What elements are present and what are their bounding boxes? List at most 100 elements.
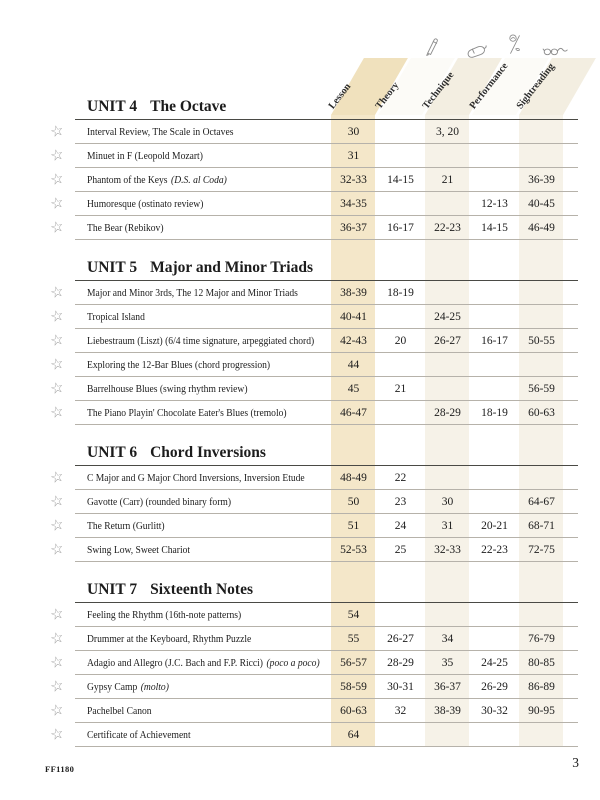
piece-title: The Piano Playin' Chocolate Eater's Blue… — [75, 407, 330, 419]
piece-title-main: Phantom of the Keys — [87, 173, 168, 186]
toc-row: ☆ Swing Low, Sweet Chariot 52-53 25 32-33 22-… — [48, 538, 578, 562]
flower-icon — [507, 33, 523, 61]
piece-title-main: Minuet in F (Leopold Mozart) — [87, 149, 203, 162]
lesson-pages-cell: 36-37 — [340, 221, 367, 234]
piece-title-italic: (D.S. al Coda) — [171, 173, 227, 186]
sightreading-pages-cell: 80-85 — [528, 656, 555, 669]
piece-title-text: Minuet in F (Leopold Mozart) — [87, 150, 206, 162]
contents-table: UNIT 4 The Octave ☆ Interval Review, The Sc… — [48, 92, 578, 747]
technique-pages-cell: 22-23 — [434, 221, 461, 234]
technique-pages-cell: 34 — [441, 632, 454, 645]
lesson-pages-cell: 45 — [347, 382, 360, 395]
theory-pages-cell: 26-27 — [387, 632, 414, 645]
piece-title-text: Interval Review, The Scale in Octaves — [87, 126, 237, 138]
column-band-sightreading — [519, 115, 563, 747]
unit-title: Sixteenth Notes — [150, 581, 254, 598]
lesson-pages-cell: 44 — [347, 358, 360, 371]
piece-title: Major and Minor 3rds, The 12 Major and M… — [75, 287, 330, 299]
piece-title-main: Drummer at the Keyboard, Rhythm Puzzle — [87, 632, 252, 645]
piece-title: Phantom of the Keys (D.S. al Coda) — [75, 174, 330, 186]
unit-heading: UNIT 5 Major and Minor Triads — [75, 259, 578, 281]
sightreading-pages-cell: 72-75 — [528, 543, 555, 556]
theory-pages-cell: 24 — [394, 519, 407, 532]
lesson-pages-cell: 32-33 — [340, 173, 367, 186]
sightreading-pages-cell: 56-59 — [528, 382, 555, 395]
piece-title: The Bear (Rebikov) — [75, 222, 330, 234]
theory-pages-cell: 25 — [394, 543, 407, 556]
theory-pages-cell: 23 — [394, 495, 407, 508]
sightreading-pages-cell: 64-67 — [528, 495, 555, 508]
lesson-pages-cell: 34-35 — [340, 197, 367, 210]
sightreading-pages-cell: 46-49 — [528, 221, 555, 234]
piece-title-text: Gypsy Camp (molto) — [87, 681, 169, 693]
piece-title-main: Swing Low, Sweet Chariot — [87, 543, 191, 556]
technique-pages-cell: 26-27 — [434, 334, 461, 347]
lesson-pages-cell: 40-41 — [340, 310, 367, 323]
piece-title: Gypsy Camp (molto) — [75, 681, 330, 693]
sightreading-pages-cell: 76-79 — [528, 632, 555, 645]
performance-pages-cell: 24-25 — [481, 656, 508, 669]
piece-title-text: Feeling the Rhythm (16th-note patterns) — [87, 609, 245, 621]
piece-title: Exploring the 12-Bar Blues (chord progre… — [75, 359, 330, 371]
star-icon: ☆ — [48, 281, 66, 303]
unit-section: UNIT 6 Chord Inversions ☆ C Major and G Maj… — [48, 444, 578, 562]
technique-pages-cell: 21 — [441, 173, 454, 186]
piece-title-text: Adagio and Allegro (J.C. Bach and F.P. R… — [87, 657, 320, 669]
piece-title-main: Barrelhouse Blues (swing rhythm review) — [87, 382, 248, 395]
sightreading-pages-cell: 50-55 — [528, 334, 555, 347]
lesson-pages-cell: 60-63 — [340, 704, 367, 717]
piece-title: The Return (Gurlitt) — [75, 520, 330, 532]
unit-title: Major and Minor Triads — [150, 259, 314, 276]
toc-row: ☆ Gypsy Camp (molto) 58-59 30-31 36-37 26-29 86… — [48, 675, 578, 699]
lesson-pages-cell: 64 — [347, 728, 360, 741]
theory-pages-cell: 16-17 — [387, 221, 414, 234]
piece-title-main: Major and Minor 3rds, The 12 Major and M… — [87, 286, 298, 299]
lesson-pages-cell: 46-47 — [340, 406, 367, 419]
piece-title: Humoresque (ostinato review) — [75, 198, 330, 210]
unit-section: UNIT 5 Major and Minor Triads ☆ Major and M… — [48, 259, 578, 425]
piece-title: Minuet in F (Leopold Mozart) — [75, 150, 330, 162]
lesson-pages-cell: 51 — [347, 519, 360, 532]
sightreading-pages-cell: 36-39 — [528, 173, 555, 186]
piece-title-text: The Piano Playin' Chocolate Eater's Blue… — [87, 407, 290, 419]
lesson-pages-cell: 38-39 — [340, 286, 367, 299]
glasses-icon — [542, 44, 572, 63]
unit-section: UNIT 7 Sixteenth Notes ☆ Feeling the Rhythm… — [48, 581, 578, 747]
theory-pages-cell: 32 — [394, 704, 407, 717]
pencil-icon — [424, 35, 439, 64]
star-icon: ☆ — [48, 353, 66, 375]
piece-title: Liebestraum (Liszt) (6/4 time signature,… — [75, 335, 330, 347]
sightreading-pages-cell: 60-63 — [528, 406, 555, 419]
performance-pages-cell: 14-15 — [481, 221, 508, 234]
toc-row: ☆ The Bear (Rebikov) 36-37 16-17 22-23 14-15 4… — [48, 216, 578, 240]
star-icon: ☆ — [48, 401, 66, 423]
toc-row: ☆ Humoresque (ostinato review) 34-35 12-13 4… — [48, 192, 578, 216]
star-icon: ☆ — [48, 144, 66, 166]
catalog-number: FF1180 — [45, 764, 75, 774]
star-icon: ☆ — [48, 699, 66, 721]
lesson-pages-cell: 50 — [347, 495, 360, 508]
piece-title-text: Gavotte (Carr) (rounded binary form) — [87, 496, 235, 508]
theory-pages-cell: 14-15 — [387, 173, 414, 186]
star-icon: ☆ — [48, 675, 66, 697]
technique-pages-cell: 3, 20 — [436, 125, 459, 138]
piece-title-text: C Major and G Major Chord Inversions, In… — [87, 472, 308, 484]
star-icon: ☆ — [48, 627, 66, 649]
toc-row: ☆ Exploring the 12-Bar Blues (chord progr… — [48, 353, 578, 377]
star-icon: ☆ — [48, 490, 66, 512]
lesson-pages-cell: 48-49 — [340, 471, 367, 484]
unit-label: UNIT 4 — [87, 98, 138, 115]
piece-title-text: The Bear (Rebikov) — [87, 222, 167, 234]
piece-title-main: Feeling the Rhythm (16th-note patterns) — [87, 608, 242, 621]
unit-label: UNIT 6 — [87, 444, 138, 461]
toc-row: ☆ Tropical Island 40-41 24-25 — [48, 305, 578, 329]
piece-title: Swing Low, Sweet Chariot — [75, 544, 330, 556]
piece-title-main: Gavotte (Carr) (rounded binary form) — [87, 495, 232, 508]
technique-pages-cell: 28-29 — [434, 406, 461, 419]
performance-pages-cell: 16-17 — [481, 334, 508, 347]
technique-pages-cell: 30 — [441, 495, 454, 508]
piece-title-main: Tropical Island — [87, 310, 145, 323]
piece-title-text: Exploring the 12-Bar Blues (chord progre… — [87, 359, 274, 371]
unit-title: Chord Inversions — [150, 444, 266, 461]
